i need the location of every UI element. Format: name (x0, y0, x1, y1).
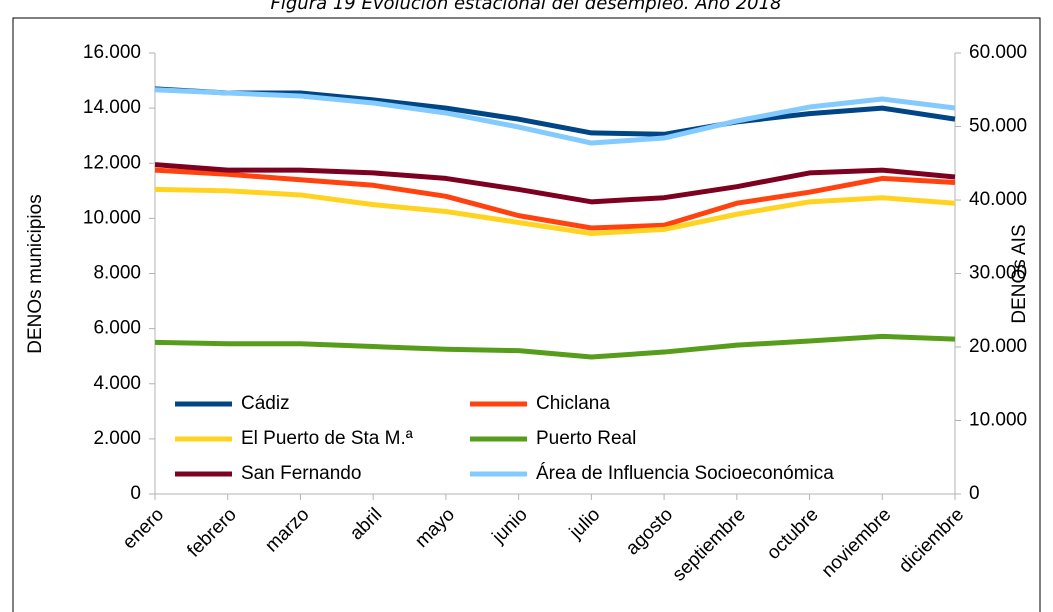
legend-label: Cádiz (241, 393, 290, 414)
chart-title: Figura 19 Evolución estacional del desem… (271, 0, 782, 14)
legend-label: Chiclana (536, 393, 610, 414)
x-tick-label: febrero (183, 504, 240, 561)
x-tick-label: noviembre (818, 504, 896, 582)
x-tick-label: julio (565, 504, 604, 543)
y2-tick-label: 30.000 (969, 263, 1027, 284)
x-tick-label: septiembre (669, 504, 750, 585)
legend-label: El Puerto de Sta M.ª (241, 428, 414, 449)
y-axis-label: DENOs municipios (25, 194, 46, 353)
series-line (154, 162, 956, 205)
y2-tick-label: 0 (969, 483, 980, 504)
y2-tick-label: 40.000 (969, 189, 1027, 210)
x-tick-label: agosto (622, 504, 677, 559)
x-tick-label: enero (119, 504, 168, 553)
y-tick-label: 8.000 (93, 263, 141, 284)
x-tick-label: octubre (763, 504, 823, 564)
x-tick-label: diciembre (895, 504, 968, 577)
y2-tick-label: 60.000 (969, 42, 1027, 63)
legend-label: San Fernando (241, 463, 361, 484)
y-tick-label: 16.000 (83, 42, 141, 63)
series-line (154, 86, 956, 137)
series-line (154, 186, 956, 237)
series-line (154, 167, 956, 231)
x-tick-label: abril (346, 504, 386, 544)
y-tick-label: 6.000 (93, 318, 141, 339)
series-line (154, 333, 956, 360)
y2-tick-label: 10.000 (969, 410, 1027, 431)
x-tick-label: mayo (411, 504, 459, 552)
y-tick-label: 0 (130, 483, 141, 504)
y-tick-label: 4.000 (93, 373, 141, 394)
y2-axis-label: DENOs AIS (1009, 224, 1030, 323)
y-tick-label: 12.000 (83, 152, 141, 173)
y2-tick-label: 20.000 (969, 336, 1027, 357)
legend-label: Puerto Real (536, 428, 636, 449)
series-line (154, 87, 956, 146)
x-tick-label: junio (488, 504, 532, 548)
y-tick-label: 10.000 (83, 207, 141, 228)
x-tick-label: marzo (261, 504, 313, 556)
y-tick-label: 2.000 (93, 428, 141, 449)
y-tick-label: 14.000 (83, 97, 141, 118)
legend-label: Área de Influencia Socioeconómica (536, 463, 834, 484)
chart-frame (12, 17, 1041, 612)
y2-tick-label: 50.000 (969, 116, 1027, 137)
